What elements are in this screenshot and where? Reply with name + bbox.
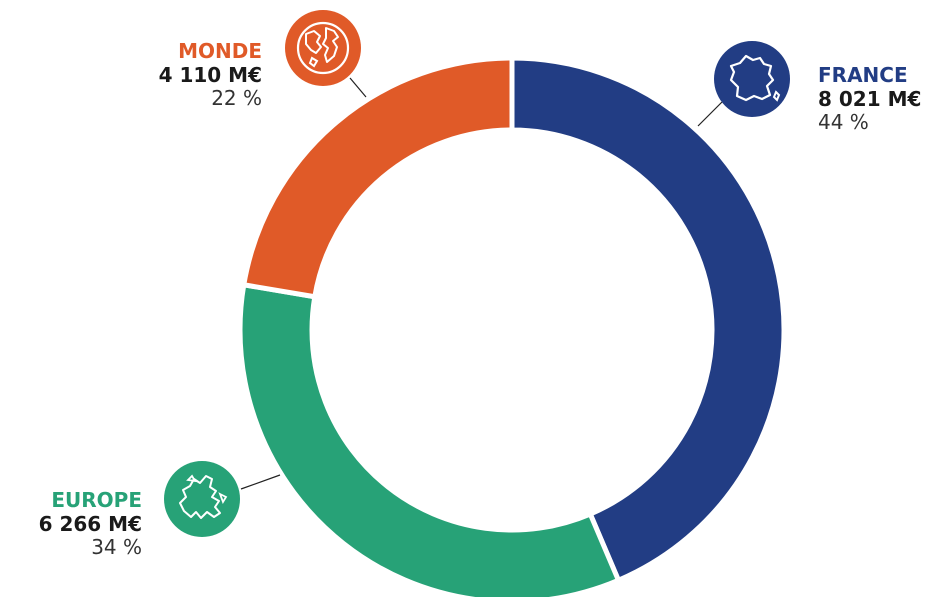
monde-label: MONDE 4 110 M€ 22 % <box>158 39 262 111</box>
europe-amount: 6 266 M€ <box>38 511 142 536</box>
monde-percent: 22 % <box>211 86 262 111</box>
france-name: FRANCE <box>818 63 908 87</box>
france-percent: 44 % <box>818 110 869 135</box>
france-leader-line <box>697 101 723 127</box>
europe-leader-line <box>240 474 281 490</box>
europe-name: EUROPE <box>51 488 142 512</box>
monde-name: MONDE <box>178 39 262 63</box>
france-label: FRANCE 8 021 M€ 44 % <box>818 63 922 135</box>
globe-icon <box>285 10 361 86</box>
europe-map-icon <box>164 461 240 537</box>
europe-percent: 34 % <box>91 535 142 560</box>
monde-leader-line <box>349 77 367 98</box>
slice-europe <box>237 281 622 597</box>
slice-france <box>509 55 787 584</box>
monde-amount: 4 110 M€ <box>158 62 262 87</box>
europe-label: EUROPE 6 266 M€ 34 % <box>38 488 142 560</box>
france-map-icon <box>714 41 790 117</box>
donut-slices <box>237 55 787 597</box>
slice-monde <box>240 55 515 300</box>
france-amount: 8 021 M€ <box>818 86 922 111</box>
